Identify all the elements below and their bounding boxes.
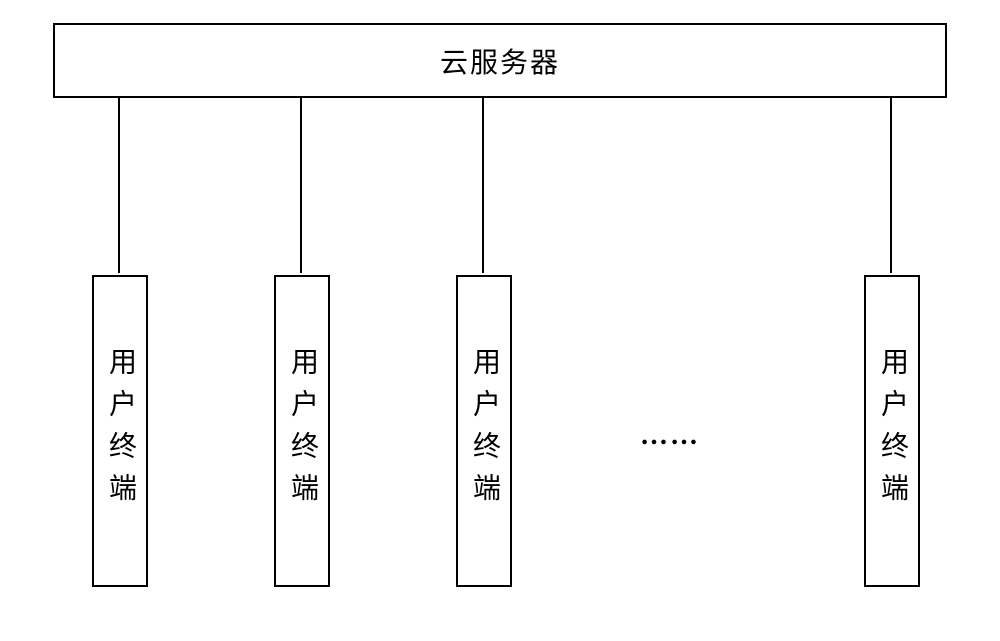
connector-3 [890,98,892,273]
connector-2 [482,98,484,273]
connector-0 [118,98,120,273]
connector-1 [300,98,302,273]
ellipsis: …… [640,420,700,452]
terminal-label-2: 用户终端 [470,347,498,515]
terminal-label-0: 用户终端 [106,347,134,515]
server-label: 云服务器 [440,41,560,81]
terminal-1: 用户终端 [274,275,330,587]
terminal-label-1: 用户终端 [288,347,316,515]
server-node: 云服务器 [53,23,947,98]
terminal-3: 用户终端 [864,275,920,587]
terminal-0: 用户终端 [92,275,148,587]
terminal-2: 用户终端 [456,275,512,587]
terminal-label-3: 用户终端 [878,347,906,515]
